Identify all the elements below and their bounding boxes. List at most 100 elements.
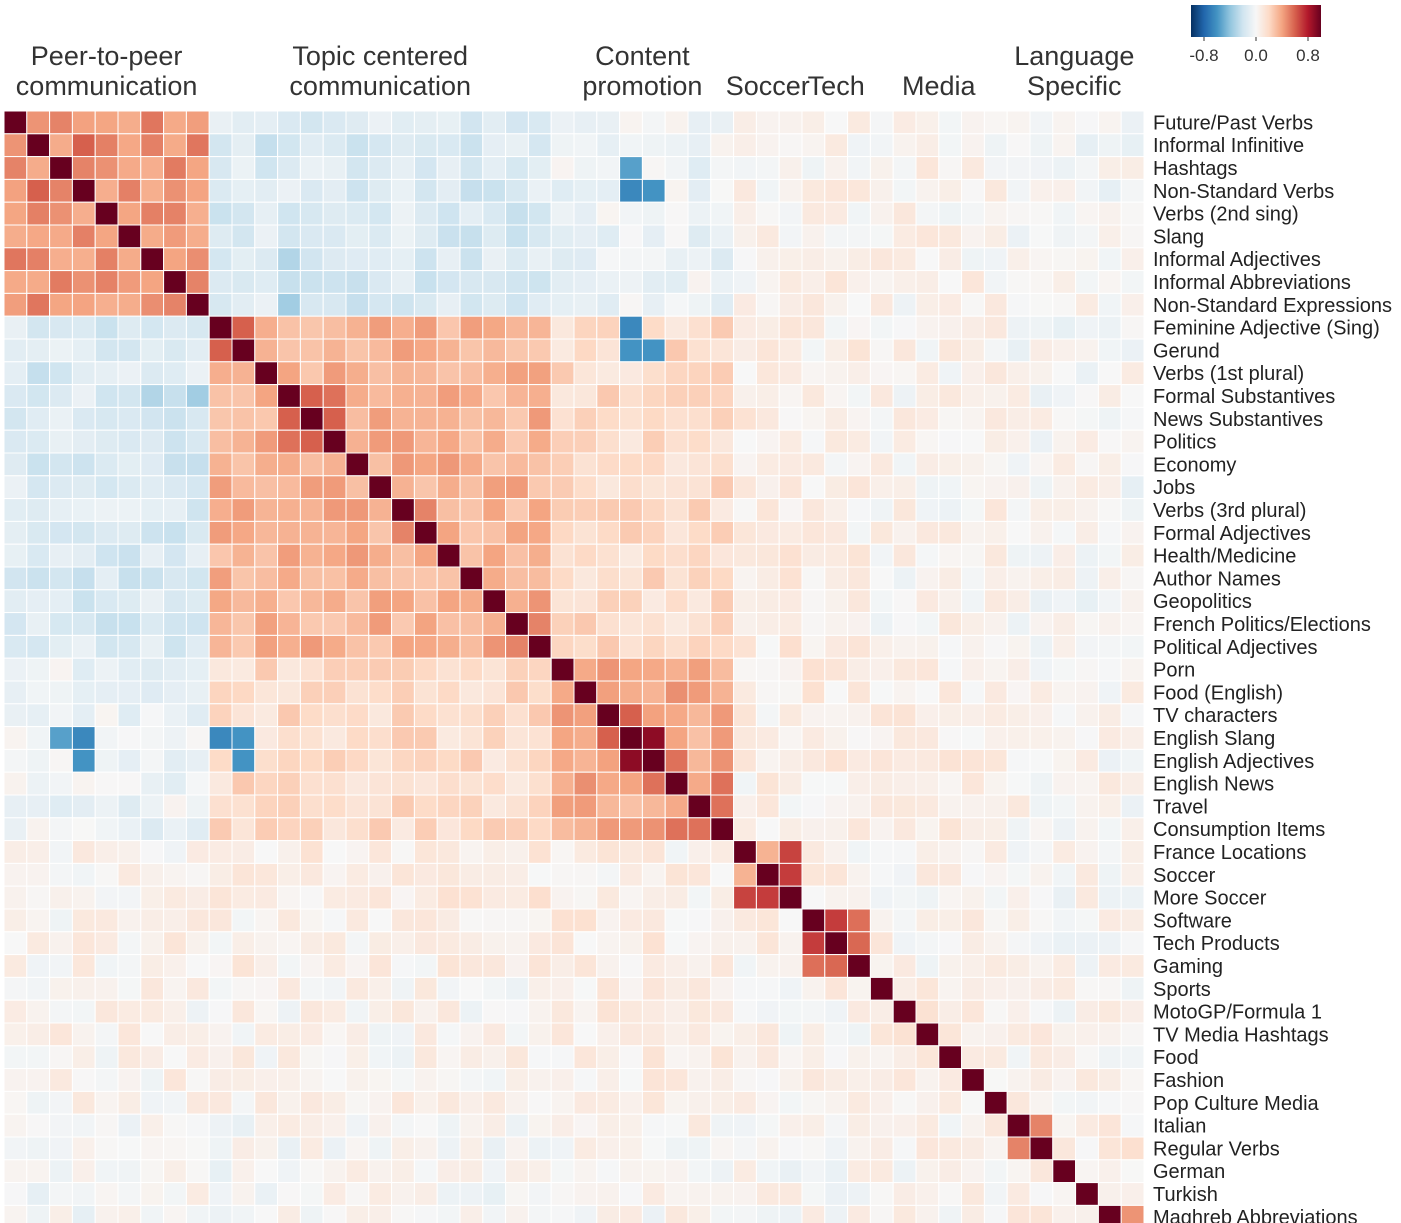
heatmap-cell: [755, 406, 780, 431]
heatmap-cell: [254, 840, 279, 864]
heatmap-cell: [1006, 543, 1031, 568]
heatmap-cell: [550, 908, 575, 933]
heatmap-cell: [801, 748, 826, 773]
heatmap-cell: [185, 1045, 210, 1070]
heatmap-cell: [185, 292, 210, 317]
heatmap-cell: [345, 862, 370, 887]
heatmap-cell: [1052, 315, 1077, 340]
heatmap-cell: [26, 954, 51, 978]
colorbar-tick-label: -0.8: [1189, 46, 1218, 65]
heatmap-cell: [94, 520, 119, 545]
heatmap-cell: [299, 840, 324, 864]
heatmap-cell: [573, 338, 598, 363]
heatmap-cell: [117, 338, 142, 363]
heatmap-cell: [778, 247, 803, 272]
heatmap-cell: [277, 315, 301, 340]
heatmap-cell: [664, 270, 689, 294]
heatmap-cell: [71, 178, 96, 203]
heatmap-cell: [915, 612, 940, 636]
heatmap-cell: [733, 657, 757, 682]
heatmap-cell: [1006, 566, 1031, 591]
row-label: Slang: [1153, 226, 1204, 248]
heatmap-cell: [391, 817, 415, 842]
heatmap-cell: [687, 1113, 712, 1138]
heatmap-cell: [413, 680, 438, 705]
heatmap-cell: [254, 1159, 279, 1184]
heatmap-cell: [755, 201, 780, 226]
heatmap-cell: [664, 703, 689, 728]
heatmap-cell: [915, 133, 940, 158]
heatmap-cell: [983, 726, 1008, 750]
heatmap-cell: [869, 315, 894, 340]
heatmap-cell: [938, 1022, 963, 1047]
heatmap-cell: [1097, 338, 1122, 363]
heatmap-cell: [185, 361, 210, 386]
heatmap-cell: [733, 452, 757, 477]
heatmap-cell: [345, 224, 370, 249]
row-label: Formal Substantives: [1153, 386, 1335, 408]
heatmap-cell: [277, 612, 301, 636]
heatmap-cell: [140, 315, 165, 340]
colorbar-tick-label: 0.0: [1244, 46, 1268, 65]
heatmap-cell: [869, 1113, 894, 1138]
heatmap-cell: [3, 361, 28, 386]
heatmap-cell: [755, 498, 780, 522]
heatmap-cell: [94, 840, 119, 864]
heatmap-cell: [299, 931, 324, 956]
heatmap-cell: [824, 1159, 849, 1184]
heatmap-cell: [26, 885, 51, 910]
heatmap-cell: [755, 110, 780, 135]
heatmap-cell: [983, 862, 1008, 887]
row-label: Hashtags: [1153, 158, 1238, 180]
heatmap-cell: [482, 954, 507, 978]
heatmap-cell: [983, 748, 1008, 773]
heatmap-cell: [299, 885, 324, 910]
heatmap-cell: [938, 748, 963, 773]
heatmap-cell: [596, 1113, 621, 1138]
heatmap-cell: [869, 703, 894, 728]
heatmap-cell: [1120, 885, 1145, 910]
heatmap-cell: [778, 543, 803, 568]
heatmap-cell: [49, 156, 73, 180]
heatmap-cell: [527, 703, 552, 728]
heatmap-cell: [277, 1068, 301, 1092]
heatmap-cell: [801, 612, 826, 636]
heatmap-cell: [641, 292, 666, 317]
row-label: Future/Past Verbs: [1153, 112, 1313, 134]
heatmap-cell: [71, 954, 96, 978]
heatmap-cell: [710, 498, 735, 522]
heatmap-cell: [254, 862, 279, 887]
heatmap-cell: [687, 315, 712, 340]
heatmap-cell: [345, 634, 370, 659]
heatmap-cell: [892, 520, 917, 545]
heatmap-cell: [710, 156, 735, 180]
heatmap-cell: [459, 270, 484, 294]
heatmap-cell: [733, 589, 757, 614]
heatmap-cell: [641, 247, 666, 272]
heatmap-cell: [778, 908, 803, 933]
heatmap-cell: [413, 657, 438, 682]
heatmap-cell: [49, 634, 73, 659]
colorbar-tick-label: 0.8: [1296, 46, 1320, 65]
heatmap-cell: [1052, 292, 1077, 317]
heatmap-cell: [1006, 178, 1031, 203]
heatmap-cell: [368, 908, 393, 933]
row-label: English News: [1153, 774, 1274, 796]
heatmap-cell: [596, 680, 621, 705]
heatmap-cell: [733, 384, 757, 408]
heatmap-cell: [961, 771, 985, 796]
heatmap-cell: [755, 429, 780, 454]
heatmap-cell: [938, 908, 963, 933]
heatmap-cell: [983, 292, 1008, 317]
heatmap-cell: [436, 954, 461, 978]
heatmap-cell: [619, 361, 643, 386]
heatmap-cell: [869, 771, 894, 796]
heatmap-cell: [459, 1159, 484, 1184]
heatmap-cell: [527, 498, 552, 522]
heatmap-cell: [368, 726, 393, 750]
heatmap-cell: [277, 452, 301, 477]
heatmap-cell: [49, 475, 73, 500]
heatmap-cell: [664, 908, 689, 933]
heatmap-cell: [299, 703, 324, 728]
heatmap-cell: [163, 862, 187, 887]
